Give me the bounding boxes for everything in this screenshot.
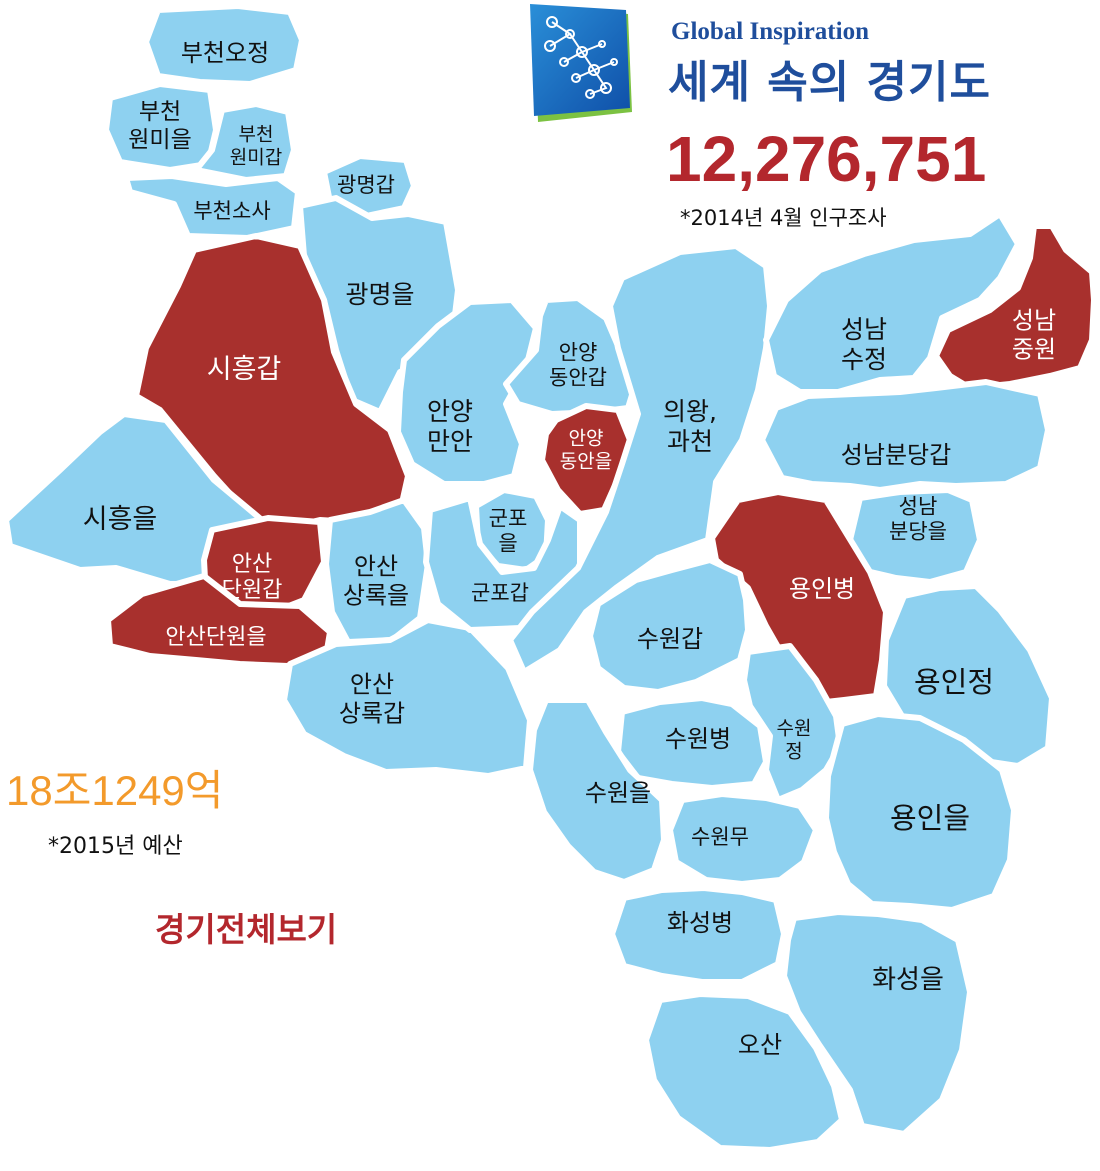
district-shape[interactable] [423,495,583,633]
district-label: 수원병 [665,725,731,753]
district-label: 부천소사 [193,199,270,223]
district-shape[interactable] [123,173,301,241]
district-ansan-sangnok-eul[interactable]: 안산 상록을 [323,497,431,645]
district-label: 수원무 [691,825,749,849]
network-globe-icon [530,4,635,122]
district-label: 오산 [738,1031,782,1059]
district-shape[interactable] [933,223,1097,391]
district-suwon-gap[interactable]: 수원갑 [587,557,751,695]
district-anyang-dongan-gap[interactable]: 안양 동안갑 [503,295,639,417]
district-shape[interactable] [527,697,667,885]
district-seongnam-sujeong[interactable]: 성남 수정 [763,211,1021,395]
district-bucheon-wonmi-gap[interactable]: 부천 원미갑 [193,101,297,183]
district-shape[interactable] [193,101,297,183]
district-shape[interactable] [643,991,845,1153]
district-label: 성남 중원 [1012,307,1056,364]
budget-note: *2015년 예산 [48,834,183,859]
district-label: 화성병 [667,909,733,937]
district-suwon-jeong[interactable]: 수원 정 [741,643,843,803]
district-label: 시흥을 [83,504,158,535]
district-label: 안양 만안 [427,397,473,456]
district-shape[interactable] [709,489,889,707]
district-label: 부천 원미을 [128,99,191,153]
district-shape[interactable] [395,297,539,487]
budget-figure: 18조1249억 [6,767,224,814]
district-shape[interactable] [781,909,973,1137]
district-shape[interactable] [609,885,787,985]
district-label: 광명갑 [337,173,395,197]
district-label: 안양 동안을 [560,427,612,472]
district-shape[interactable] [323,497,431,645]
district-suwon-eul[interactable]: 수원을 [527,697,667,885]
district-label: 성남분당갑 [841,441,951,469]
district-label: 안산 상록갑 [339,671,405,728]
district-label: 안산 상록을 [343,553,409,610]
district-label: 안산단원을 [165,625,266,650]
district-label: 시흥갑 [207,354,282,385]
brand-title: 세계 속의 경기도 [668,57,991,108]
district-shape[interactable] [3,411,265,587]
district-suwon-byeong[interactable]: 수원병 [615,695,769,791]
district-label: 수원 정 [777,717,812,762]
district-seongnam-bundang-gap[interactable]: 성남분당갑 [759,379,1051,493]
district-ansan-danwon-eul[interactable]: 안산단원을 [105,573,333,669]
district-yongin-eul[interactable]: 용인을 [823,711,1017,913]
district-hwaseong-byeong[interactable]: 화성병 [609,885,787,985]
district-label: 수원을 [585,779,651,807]
district-gunpo-gap[interactable]: 군포갑 [423,495,583,633]
district-bucheon-wonmi-eul[interactable]: 부천 원미을 [103,81,219,173]
district-label: 용인을 [890,801,970,835]
district-anyang-manan[interactable]: 안양 만안 [395,297,539,487]
district-label: 용인병 [789,575,855,603]
district-siheung-eul[interactable]: 시흥을 [3,411,265,587]
district-label: 수원갑 [637,625,703,653]
population-note: *2014년 4월 인구조사 [680,206,887,230]
district-label: 군포갑 [471,581,529,605]
district-shape[interactable] [143,3,305,87]
district-shape[interactable] [741,643,843,803]
district-label: 의왕, 과천 [663,397,717,456]
district-bucheon-sosa[interactable]: 부천소사 [123,173,301,241]
district-label: 군포 을 [489,506,528,555]
district-shape[interactable] [763,211,1021,395]
district-shape[interactable] [667,791,819,887]
district-label: 화성을 [872,965,944,995]
district-shape[interactable] [281,617,533,779]
district-suwon-mu[interactable]: 수원무 [667,791,819,887]
district-label: 광명을 [345,280,414,309]
district-osan[interactable]: 오산 [643,991,845,1153]
district-yongin-byeong[interactable]: 용인병 [709,489,889,707]
district-label: 부천 원미갑 [230,123,282,168]
district-label: 성남 수정 [841,315,887,374]
brand-subtitle: Global Inspiration [671,18,869,45]
district-seongnam-jungwon[interactable]: 성남 중원 [933,223,1097,391]
population-figure: 12,276,751 [666,123,987,195]
district-shape[interactable] [823,711,1017,913]
district-shape[interactable] [587,557,751,695]
district-hwaseong-eul[interactable]: 화성을 [781,909,973,1137]
district-shape[interactable] [759,379,1051,493]
district-ansan-sangnok-gap[interactable]: 안산 상록갑 [281,617,533,779]
view-all-gyeonggi-link[interactable]: 경기전체보기 [155,910,338,949]
district-label: 용인정 [914,665,994,699]
district-label: 성남 분당을 [889,494,947,543]
district-label: 부천오정 [181,39,269,67]
district-label: 안양 동안갑 [549,340,607,389]
district-bucheon-ojeong[interactable]: 부천오정 [143,3,305,87]
